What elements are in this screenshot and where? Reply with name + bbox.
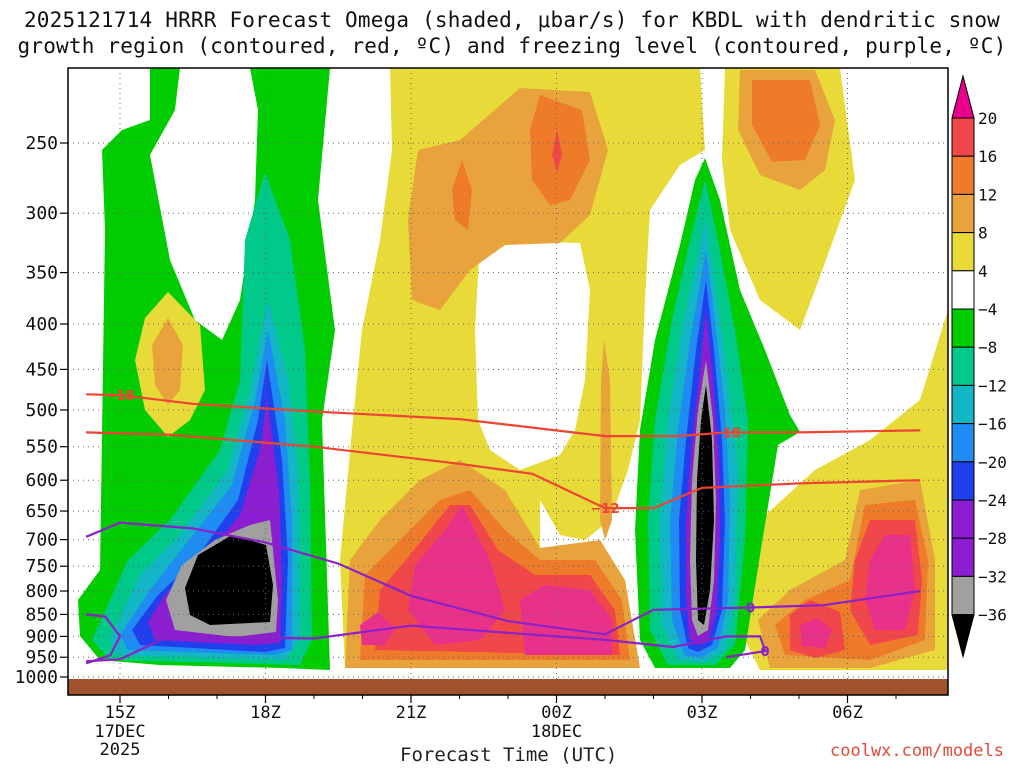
y-tick-label: 700 — [25, 530, 58, 551]
omega-fill-magenta-left — [408, 505, 505, 645]
colorbar-label: 8 — [978, 224, 988, 243]
contour-lines: −18 −18 −12 0 0 — [85, 389, 921, 665]
colorbar-label: −36 — [978, 606, 1007, 625]
y-tick-label: 350 — [25, 263, 58, 284]
y-tick-label: 450 — [25, 359, 58, 380]
freezing-contour-line — [86, 624, 767, 663]
omega-fill-orange-bubble — [152, 318, 183, 405]
dendritic-contour-line — [86, 431, 921, 510]
y-tick-label: 600 — [25, 470, 58, 491]
colorbar-segment — [951, 193, 975, 234]
omega-fill-red-spike — [552, 130, 562, 172]
omega-white-notch — [150, 68, 258, 340]
omega-white-hole-central — [475, 240, 590, 470]
ground-strip — [68, 679, 948, 695]
y-tick-label: 550 — [25, 437, 58, 458]
colorbar-bottom-arrow — [951, 614, 975, 659]
colorbar-label: −24 — [978, 491, 1007, 510]
chart-title-line-2: growth region (contoured, red, ºC) and f… — [17, 34, 1007, 58]
colorbar-label: 12 — [978, 185, 997, 204]
colorbar-label: 20 — [978, 109, 997, 128]
omega-fill-magenta-right — [865, 535, 915, 630]
colorbar-segment — [951, 384, 975, 425]
chart-title-line-1: 2025121714 HRRR Forecast Omega (shaded, … — [23, 8, 1001, 32]
colorbar-segment — [951, 270, 975, 310]
grid-lines — [68, 68, 948, 695]
y-tick-label: 400 — [25, 314, 58, 335]
colorbar-segment — [951, 575, 975, 616]
dendritic-contour-line — [86, 393, 921, 438]
x-tick-sublabel: 17DEC — [94, 722, 145, 742]
colorbar-label: 16 — [978, 147, 997, 166]
omega-fill-black — [185, 535, 273, 625]
x-tick-sublabel: 18DEC — [531, 722, 582, 742]
colorbar-segment — [951, 346, 975, 386]
x-tick-label: 18Z — [250, 703, 281, 723]
colorbar: 20 16 12 8 4 −4 −8 −12 −16 −20 −24 −28 −32 −36 — [951, 74, 1007, 659]
omega-fill-magenta-right-small — [800, 618, 832, 648]
y-tick-label: 850 — [25, 604, 58, 625]
omega-fill-orange-tiny — [452, 160, 472, 230]
omega-shading — [78, 68, 948, 670]
y-tick-label: 900 — [25, 626, 58, 647]
y-axis: 2503003504004505005506006507007508008509… — [15, 133, 68, 688]
y-tick-label: 800 — [25, 581, 58, 602]
x-tick-label: 06Z — [832, 703, 863, 723]
y-tick-label: 300 — [25, 203, 58, 224]
colorbar-segment — [951, 155, 975, 195]
colorbar-label: −32 — [978, 567, 1007, 586]
colorbar-top-arrow — [951, 74, 975, 119]
x-tick-label: 21Z — [396, 703, 427, 723]
colorbar-label: −8 — [978, 338, 997, 357]
colorbar-label: −28 — [978, 529, 1007, 548]
colorbar-label: −4 — [978, 300, 997, 319]
y-tick-label: 1000 — [15, 667, 58, 688]
dendritic-contour-label: −18 — [712, 426, 741, 441]
freezing-contour-label: 0 — [761, 645, 770, 660]
x-tick-label: 15Z — [105, 703, 136, 723]
colorbar-label: −20 — [978, 453, 1007, 472]
freezing-contour-line — [85, 521, 921, 636]
colorbar-label: 4 — [978, 262, 988, 281]
y-tick-label: 500 — [25, 400, 58, 421]
dendritic-contour-label: −12 — [591, 502, 620, 517]
omega-fill-orange-right-inner — [752, 80, 820, 162]
y-tick-label: 950 — [25, 647, 58, 668]
colorbar-segment — [951, 537, 975, 577]
colorbar-segment — [951, 423, 975, 463]
y-tick-label: 750 — [25, 556, 58, 577]
freezing-contour-line — [85, 613, 122, 665]
colorbar-label: −12 — [978, 376, 1007, 395]
colorbar-label: −16 — [978, 415, 1007, 434]
colorbar-segment — [951, 308, 975, 348]
x-tick-sublabel: 2025 — [100, 740, 141, 760]
colorbar-segment — [951, 232, 975, 272]
x-tick-label: 00Z — [541, 703, 572, 723]
omega-fill-orange-thin-spike — [600, 340, 612, 540]
colorbar-segment — [951, 117, 975, 157]
y-tick-label: 250 — [25, 133, 58, 154]
colorbar-segment — [951, 499, 975, 539]
omega-fill-magenta-mid — [520, 585, 612, 655]
watermark: coolwx.com/models — [830, 741, 1004, 761]
colorbar-segment — [951, 461, 975, 501]
freezing-contour-label: 0 — [746, 602, 755, 617]
x-tick-label: 03Z — [687, 703, 718, 723]
y-tick-label: 650 — [25, 501, 58, 522]
dendritic-contour-label: −18 — [106, 389, 135, 404]
x-axis-title: Forecast Time (UTC) — [400, 744, 618, 766]
omega-fill-black-right — [696, 385, 714, 625]
